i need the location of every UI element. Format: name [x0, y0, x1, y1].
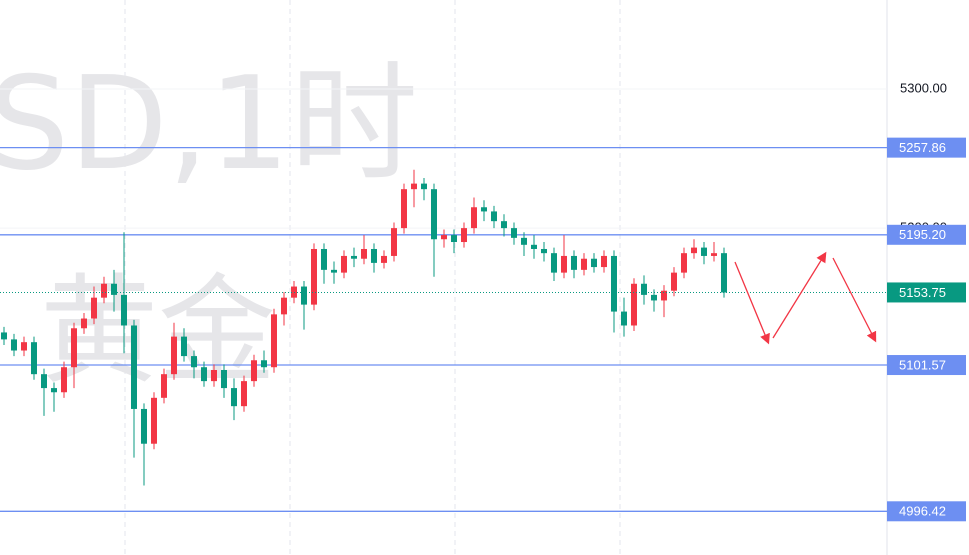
candle-body	[151, 397, 157, 444]
candle-body	[371, 248, 377, 263]
candle-body	[691, 247, 697, 254]
candle-body	[651, 294, 657, 301]
candle-body	[111, 283, 117, 295]
candle-body	[271, 314, 277, 368]
projection-arrows	[734, 251, 877, 345]
candle-body	[591, 258, 597, 268]
candle-body	[181, 336, 187, 357]
price-axis: 5300.005200.005257.865195.205101.574996.…	[887, 80, 966, 522]
candle-body	[131, 325, 137, 409]
candle-body	[191, 356, 197, 368]
candle-body	[521, 237, 527, 245]
arrow	[832, 257, 877, 343]
candle-body	[391, 228, 397, 256]
candle-body	[91, 297, 97, 319]
candle-body	[201, 367, 207, 382]
candle-body	[671, 272, 677, 291]
candle-body	[381, 255, 387, 263]
candle-body	[401, 189, 407, 229]
level-label: 5257.86	[899, 140, 946, 155]
candle-body	[41, 374, 47, 389]
candle-body	[301, 286, 307, 305]
candle-body	[471, 207, 477, 229]
candle-body	[321, 248, 327, 270]
plot	[0, 88, 887, 512]
candle-body	[221, 370, 227, 389]
candle-body	[581, 258, 587, 270]
candle-body	[701, 247, 707, 256]
candle-body	[171, 336, 177, 375]
candle-body	[141, 408, 147, 444]
candle-body	[251, 360, 257, 382]
candle-body	[611, 255, 617, 312]
candle-body	[481, 207, 487, 212]
arrow	[734, 261, 770, 345]
candle-body	[721, 253, 727, 293]
candle-body	[331, 269, 337, 273]
candle-body	[281, 297, 287, 315]
time-grid	[124, 0, 621, 555]
level-label-box	[887, 501, 966, 522]
last-price-label: 5153.75	[899, 285, 946, 300]
candle-body	[51, 388, 57, 393]
candle-body	[511, 228, 517, 238]
candle-body	[231, 388, 237, 407]
candle-body	[571, 255, 577, 270]
candle-body	[361, 248, 367, 259]
candle-body	[161, 374, 167, 398]
candle-body	[711, 253, 717, 256]
candle-body	[531, 244, 537, 249]
candle-body	[311, 248, 317, 305]
candle-body	[121, 294, 127, 326]
candle-body	[421, 183, 427, 190]
candle-body	[681, 253, 687, 273]
arrow	[772, 251, 827, 339]
watermark: 黄金	[40, 262, 276, 400]
candle-body	[601, 255, 607, 268]
candle-body	[451, 235, 457, 243]
candle-body	[541, 248, 547, 254]
candle-body	[101, 283, 107, 298]
candle-body	[81, 318, 87, 329]
candle-body	[641, 283, 647, 295]
candle-body	[341, 255, 347, 273]
candle-body	[491, 211, 497, 222]
candle-body	[71, 328, 77, 368]
candle-body	[61, 367, 67, 393]
candle-body	[631, 283, 637, 326]
candle-body	[411, 183, 417, 190]
watermark: SD,1时	[0, 50, 418, 199]
level-label-box	[887, 355, 966, 376]
candle-body	[501, 221, 507, 229]
level-label-box	[887, 137, 966, 158]
candle-body	[11, 339, 17, 351]
candle-body	[551, 253, 557, 273]
level-label-box	[887, 224, 966, 245]
level-label: 4996.42	[899, 504, 946, 519]
candle-body	[241, 381, 247, 407]
candle-body	[461, 228, 467, 243]
candle-body	[261, 360, 267, 368]
level-label: 5101.57	[899, 357, 946, 372]
candle-body	[211, 370, 217, 382]
level-label: 5195.20	[899, 227, 946, 242]
candle-body	[21, 342, 27, 351]
candle-body	[661, 290, 667, 301]
candle-body	[621, 311, 627, 326]
candle-body	[351, 255, 357, 259]
candle-body	[1, 332, 7, 340]
last-price-box	[887, 282, 966, 303]
y-tick-label: 5300.00	[900, 80, 947, 95]
candle-body	[561, 255, 567, 273]
candle-body	[31, 342, 37, 375]
candle-body	[441, 235, 447, 240]
candle-body	[431, 189, 437, 240]
